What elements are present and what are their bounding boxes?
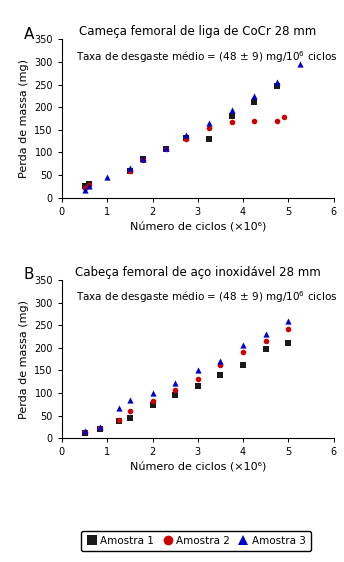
Y-axis label: Perda de massa (mg): Perda de massa (mg) — [19, 59, 29, 178]
Amostra 2 — [86, 180, 92, 189]
Amostra 1 — [206, 134, 212, 143]
Amostra 2 — [286, 324, 291, 333]
Amostra 1 — [274, 81, 280, 90]
Amostra 3 — [163, 143, 169, 152]
Amostra 2 — [150, 397, 155, 406]
X-axis label: Número de ciclos (×10⁶): Número de ciclos (×10⁶) — [130, 463, 266, 473]
Amostra 1 — [218, 370, 223, 379]
Title: Cameça femoral de liga de CoCr 28 mm: Cameça femoral de liga de CoCr 28 mm — [79, 25, 316, 38]
Amostra 3 — [297, 60, 302, 69]
Amostra 3 — [206, 119, 212, 128]
Amostra 3 — [252, 92, 257, 101]
Amostra 1 — [286, 339, 291, 348]
Amostra 1 — [127, 414, 132, 423]
Amostra 1 — [252, 97, 257, 106]
Amostra 3 — [263, 330, 268, 339]
Amostra 2 — [127, 407, 132, 416]
Amostra 2 — [218, 361, 223, 370]
Amostra 3 — [184, 131, 189, 140]
Amostra 1 — [172, 391, 178, 400]
Amostra 3 — [286, 316, 291, 325]
Amostra 3 — [172, 379, 178, 388]
Amostra 1 — [86, 180, 92, 189]
Amostra 3 — [127, 396, 132, 405]
Amostra 2 — [116, 416, 121, 425]
Amostra 3 — [141, 155, 146, 164]
Amostra 1 — [127, 166, 132, 175]
Amostra 2 — [281, 112, 287, 121]
Amostra 3 — [195, 366, 201, 375]
Amostra 2 — [184, 134, 189, 143]
Amostra 3 — [150, 389, 155, 398]
Y-axis label: Perda de massa (mg): Perda de massa (mg) — [19, 300, 29, 419]
Amostra 1 — [116, 416, 121, 425]
Title: Cabeça femoral de aço inoxidável 28 mm: Cabeça femoral de aço inoxidável 28 mm — [75, 266, 321, 279]
Amostra 2 — [127, 167, 132, 176]
Amostra 3 — [98, 422, 103, 431]
Amostra 2 — [82, 428, 87, 437]
Amostra 2 — [82, 183, 87, 192]
Amostra 3 — [86, 182, 92, 191]
Amostra 2 — [274, 116, 280, 125]
Amostra 1 — [82, 182, 87, 191]
Amostra 3 — [127, 164, 132, 173]
Amostra 2 — [229, 117, 235, 126]
Amostra 3 — [240, 340, 246, 349]
Amostra 1 — [141, 155, 146, 164]
Text: B: B — [24, 268, 34, 282]
Amostra 3 — [274, 78, 280, 87]
Amostra 2 — [98, 424, 103, 433]
Amostra 2 — [206, 123, 212, 132]
Amostra 3 — [116, 404, 121, 413]
Amostra 1 — [195, 382, 201, 391]
Amostra 3 — [82, 185, 87, 194]
Amostra 1 — [150, 401, 155, 410]
Text: A: A — [24, 26, 34, 42]
Amostra 3 — [218, 356, 223, 365]
Legend: Amostra 1, Amostra 2, Amostra 3: Amostra 1, Amostra 2, Amostra 3 — [82, 531, 311, 551]
Amostra 1 — [184, 133, 189, 142]
Amostra 2 — [263, 337, 268, 346]
Amostra 2 — [195, 374, 201, 383]
Amostra 1 — [163, 144, 169, 153]
Amostra 2 — [252, 116, 257, 125]
Amostra 1 — [98, 425, 103, 434]
Amostra 1 — [229, 112, 235, 121]
Amostra 2 — [240, 348, 246, 357]
Amostra 2 — [172, 385, 178, 394]
Amostra 3 — [82, 426, 87, 435]
Amostra 2 — [163, 145, 169, 154]
Amostra 3 — [229, 106, 235, 115]
X-axis label: Número de ciclos (×10⁶): Número de ciclos (×10⁶) — [130, 222, 266, 232]
Amostra 1 — [240, 360, 246, 369]
Amostra 1 — [82, 428, 87, 437]
Text: Taxa de desgaste médio = (48 $\pm$ 9) mg/10$^{6}$ ciclos: Taxa de desgaste médio = (48 $\pm$ 9) mg… — [75, 289, 337, 305]
Amostra 2 — [141, 156, 146, 165]
Text: Taxa de desgaste médio = (48 $\pm$ 9) mg/10$^{6}$ ciclos: Taxa de desgaste médio = (48 $\pm$ 9) mg… — [75, 49, 337, 65]
Amostra 3 — [105, 173, 110, 182]
Amostra 1 — [263, 345, 268, 353]
